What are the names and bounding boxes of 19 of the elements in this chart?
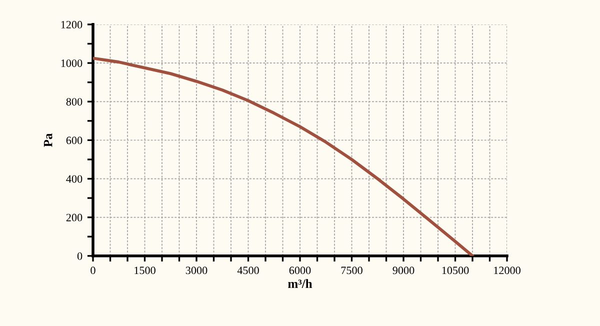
y-tick-label: 1000 xyxy=(61,59,82,67)
x-tick-label: 3000 xyxy=(186,266,208,274)
line-series xyxy=(93,56,474,256)
y-tick-label: 400 xyxy=(66,175,82,183)
y-axis-title: Pa xyxy=(44,133,52,147)
x-axis-title: m³/h xyxy=(288,279,312,288)
x-tick-label: 12000 xyxy=(494,266,520,274)
y-tick-label: 600 xyxy=(66,136,82,144)
y-tick-label: 1200 xyxy=(61,20,82,28)
x-tick-label: 0 xyxy=(90,266,96,274)
x-tick-label: 9000 xyxy=(392,266,414,274)
y-tick-label: 800 xyxy=(66,98,82,106)
x-tick-label: 7500 xyxy=(341,266,362,274)
x-tick-label: 4500 xyxy=(237,266,259,274)
y-tick-label: 200 xyxy=(66,214,82,222)
x-tick-label: 10500 xyxy=(442,266,469,274)
x-tick-label: 1500 xyxy=(134,266,156,274)
y-tick-label: 0 xyxy=(77,252,82,260)
x-tick-label: 6000 xyxy=(289,266,311,274)
